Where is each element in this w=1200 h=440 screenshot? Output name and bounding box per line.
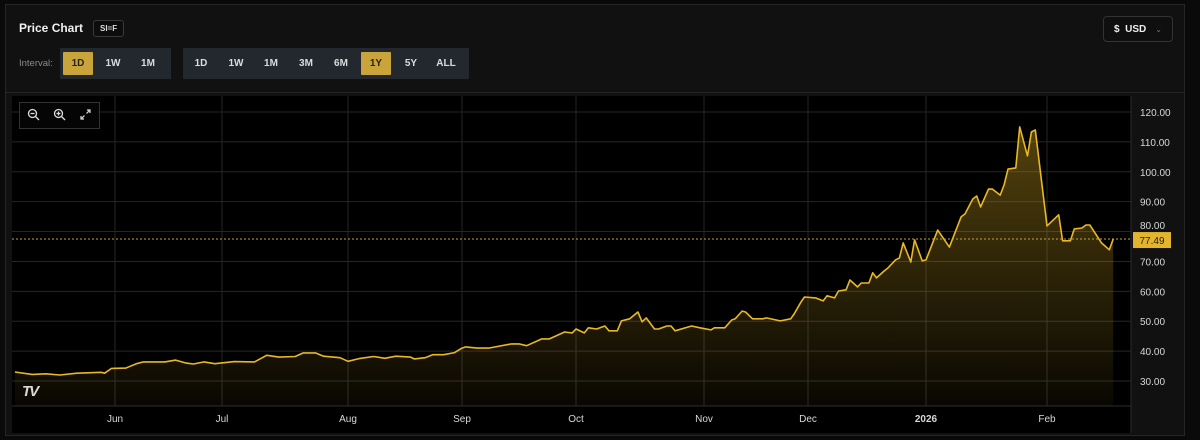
x-tick-label: Jul (216, 414, 229, 425)
interval-1w-button[interactable]: 1W (105, 58, 121, 69)
y-tick-label: 50.00 (1140, 317, 1165, 328)
range-1d-button[interactable]: 1D (194, 58, 208, 69)
y-tick-label: 100.00 (1140, 168, 1171, 179)
page-title: Price Chart (19, 21, 84, 35)
chart-toolbar (19, 102, 100, 129)
x-tick-label: Aug (339, 414, 357, 425)
zoom-in-icon[interactable] (53, 108, 66, 124)
y-tick-label: 80.00 (1140, 221, 1165, 232)
range-1w-button[interactable]: 1W (228, 58, 244, 69)
range-selector: 1D 1W 1M 3M 6M 1Y 5Y ALL (183, 48, 469, 79)
y-tick-label: 60.00 (1140, 287, 1165, 298)
range-1y-button[interactable]: 1Y (361, 52, 391, 75)
y-tick-label: 30.00 (1140, 377, 1165, 388)
x-tick-label: Sep (453, 414, 471, 425)
x-tick-label: Dec (799, 414, 817, 425)
interval-1m-button[interactable]: 1M (141, 58, 155, 69)
y-tick-label: 110.00 (1140, 138, 1170, 149)
header-divider (5, 92, 1185, 93)
zoom-out-icon[interactable] (27, 108, 40, 124)
y-tick-label: 120.00 (1140, 108, 1171, 119)
range-1m-button[interactable]: 1M (264, 58, 278, 69)
dollar-icon: $ (1114, 23, 1120, 35)
last-price-badge (1133, 232, 1171, 249)
range-5y-button[interactable]: 5Y (404, 58, 418, 69)
x-tick-label: 2026 (915, 414, 938, 425)
range-all-button[interactable]: ALL (436, 58, 456, 69)
interval-1d-button[interactable]: 1D (63, 52, 93, 75)
x-tick-label: Nov (695, 414, 713, 425)
x-tick-label: Oct (568, 414, 584, 425)
y-tick-label: 90.00 (1140, 198, 1165, 209)
interval-selector: 1D 1W 1M (60, 48, 171, 79)
interval-label: Interval: (19, 58, 53, 69)
expand-icon[interactable] (79, 108, 92, 124)
range-6m-button[interactable]: 6M (334, 58, 348, 69)
series-area (14, 126, 1114, 407)
x-tick-label: Jun (107, 414, 123, 425)
ticker-badge: SI=F (93, 20, 125, 37)
chevron-down-icon: ⌄ (1155, 24, 1162, 34)
series-line (14, 126, 1114, 376)
x-tick-label: Feb (1038, 414, 1056, 425)
tradingview-logo: TV (22, 383, 39, 400)
y-tick-label: 70.00 (1140, 257, 1165, 268)
currency-dropdown[interactable]: $ USD ⌄ (1103, 16, 1173, 42)
range-3m-button[interactable]: 3M (299, 58, 313, 69)
currency-label: USD (1125, 23, 1147, 35)
y-tick-label: 40.00 (1140, 347, 1165, 358)
last-price-label: 77.49 (1139, 236, 1164, 247)
